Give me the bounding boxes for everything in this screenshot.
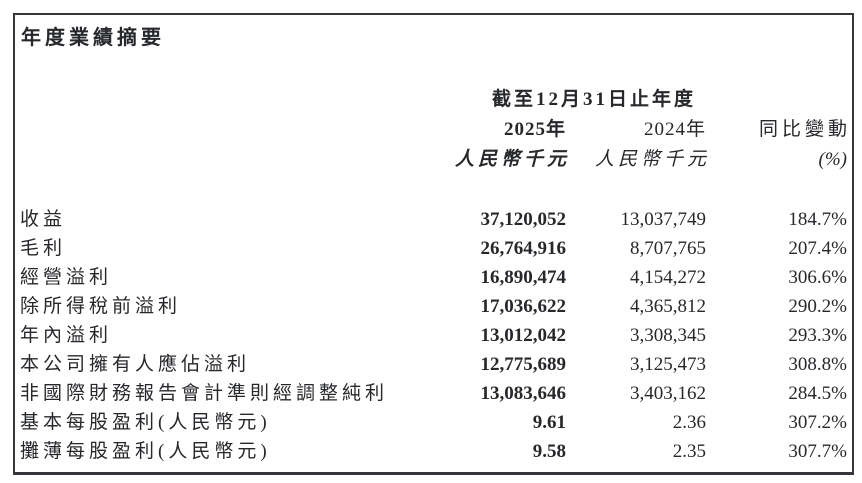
row-label: 經營溢利 xyxy=(20,267,113,288)
table-row-operating-profit: 經營溢利 16,890,474 4,154,272 306.6% xyxy=(20,263,847,292)
value-2025: 9.61 xyxy=(532,412,566,433)
year-row: 2025年 2024年 同比變動 xyxy=(20,115,847,145)
value-2024: 8,707,765 xyxy=(630,238,706,259)
value-change: 306.6% xyxy=(788,267,847,288)
value-2024: 4,154,272 xyxy=(630,267,706,288)
value-2025: 13,083,646 xyxy=(480,383,566,404)
table-row-diluted-eps: 攤薄每股盈利(人民幣元) 9.58 2.35 307.7% xyxy=(20,437,847,466)
value-2024: 3,308,345 xyxy=(630,325,706,346)
row-label: 年內溢利 xyxy=(20,325,113,346)
value-2025: 37,120,052 xyxy=(480,209,566,230)
value-2025: 26,764,916 xyxy=(480,238,566,259)
value-change: 308.8% xyxy=(788,354,847,375)
value-change: 207.4% xyxy=(788,238,847,259)
value-2024: 2.35 xyxy=(672,441,706,462)
row-label: 毛利 xyxy=(20,238,67,259)
row-label: 收益 xyxy=(20,209,67,230)
empty-cell xyxy=(20,175,847,205)
empty-cell xyxy=(20,115,414,145)
row-label: 基本每股盈利(人民幣元) xyxy=(20,412,271,433)
spacer-row xyxy=(20,175,847,205)
column-header-2024: 2024年 xyxy=(643,119,706,140)
value-change: 184.7% xyxy=(788,209,847,230)
table-header: 截至12月31日止年度 2025年 2024年 同比變動 人民幣千元 人民幣千元… xyxy=(20,85,847,205)
table-row-revenue: 收益 37,120,052 13,037,749 184.7% xyxy=(20,205,847,234)
value-change: 307.2% xyxy=(788,412,847,433)
column-header-change: 同比變動 xyxy=(706,115,847,145)
column-header-2025: 2025年 xyxy=(503,119,566,140)
value-2025: 9.58 xyxy=(532,441,566,462)
table-row-gross-profit: 毛利 26,764,916 8,707,765 207.4% xyxy=(20,234,847,263)
value-change: 293.3% xyxy=(788,325,847,346)
value-change: 290.2% xyxy=(788,296,847,317)
table-row-basic-eps: 基本每股盈利(人民幣元) 9.61 2.36 307.2% xyxy=(20,408,847,437)
row-label: 攤薄每股盈利(人民幣元) xyxy=(20,441,271,462)
empty-cell xyxy=(20,145,414,175)
value-change: 307.7% xyxy=(788,441,847,462)
unit-2024: 人民幣千元 xyxy=(566,145,706,175)
period-row: 截至12月31日止年度 xyxy=(20,85,847,115)
unit-2024-label: 人民幣千元 xyxy=(594,149,710,170)
empty-cell xyxy=(20,85,414,115)
table-row-profit-before-tax: 除所得稅前溢利 17,036,622 4,365,812 290.2% xyxy=(20,292,847,321)
value-2025: 13,012,042 xyxy=(480,325,566,346)
value-2025: 12,775,689 xyxy=(480,354,566,375)
row-label: 非國際財務報告會計準則經調整純利 xyxy=(20,383,389,404)
value-2024: 3,403,162 xyxy=(630,383,706,404)
row-label: 本公司擁有人應佔溢利 xyxy=(20,354,251,375)
annual-results-summary-panel: 年度業績摘要 截至12月31日止年度 2025年 2024年 同比變動 人民幣千… xyxy=(13,13,854,475)
table-row-profit-for-year: 年內溢利 13,012,042 3,308,345 293.3% xyxy=(20,321,847,350)
unit-2025-label: 人民幣千元 xyxy=(454,149,570,170)
unit-change: (%) xyxy=(818,149,847,170)
value-2025: 17,036,622 xyxy=(480,296,566,317)
value-2024: 2.36 xyxy=(672,412,706,433)
unit-row: 人民幣千元 人民幣千元 (%) xyxy=(20,145,847,175)
period-header: 截至12月31日止年度 xyxy=(491,89,696,110)
value-2024: 4,365,812 xyxy=(630,296,706,317)
value-change: 284.5% xyxy=(788,383,847,404)
table-row-profit-attributable-owners: 本公司擁有人應佔溢利 12,775,689 3,125,473 308.8% xyxy=(20,350,847,379)
table-row-non-ifrs-adjusted-profit: 非國際財務報告會計準則經調整純利 13,083,646 3,403,162 28… xyxy=(20,379,847,408)
results-table: 截至12月31日止年度 2025年 2024年 同比變動 人民幣千元 人民幣千元… xyxy=(20,85,847,466)
row-label: 除所得稅前溢利 xyxy=(20,296,182,317)
value-2024: 13,037,749 xyxy=(620,209,707,230)
panel-title: 年度業績摘要 xyxy=(21,27,165,49)
column-header-change-label: 同比變動 xyxy=(758,119,851,140)
unit-2025: 人民幣千元 xyxy=(414,145,566,175)
table-body: 收益 37,120,052 13,037,749 184.7% 毛利 26,76… xyxy=(20,205,847,466)
value-2024: 3,125,473 xyxy=(630,354,706,375)
value-2025: 16,890,474 xyxy=(480,267,566,288)
